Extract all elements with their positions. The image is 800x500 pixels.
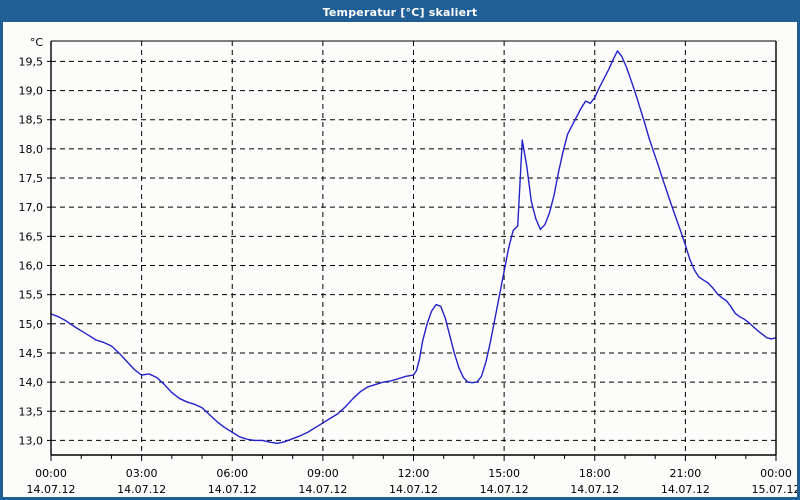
- y-axis-label: 14,0: [19, 376, 44, 389]
- window-title-bar: Temperatur [°C] skaliert: [3, 3, 797, 22]
- x-axis-time-label: 00:00: [35, 467, 67, 480]
- y-axis-label: 14,5: [19, 347, 44, 360]
- temperature-line-chart: 19,5 19,0 18,5 18,0 17,5 17,0 16,5 16,0 15,5 15,0…: [19, 36, 798, 496]
- x-axis-date-label: 14.07.12: [480, 483, 529, 496]
- x-axis-date-label: 14.07.12: [570, 483, 619, 496]
- temperature-series-line: [50, 50, 777, 445]
- y-axis-label: 16,0: [19, 259, 44, 272]
- y-axis-label: 19,0: [19, 85, 44, 98]
- chart-canvas: 19,5 19,0 18,5 18,0 17,5 17,0 16,5 16,0 15,5 15,0…: [3, 22, 797, 497]
- x-axis-date-label: 14.07.12: [208, 483, 257, 496]
- y-axis-label: 13,5: [19, 405, 44, 418]
- y-axis-unit-label: °C: [30, 36, 44, 49]
- y-axis-label: 16,5: [19, 230, 44, 243]
- y-axis-label: 18,0: [19, 143, 44, 156]
- x-axis-date-label: 14.07.12: [661, 483, 710, 496]
- y-axis-label: 18,5: [19, 114, 44, 127]
- x-axis-time-label: 03:00: [126, 467, 158, 480]
- x-axis-time-label: 12:00: [398, 467, 430, 480]
- x-axis-time-label: 18:00: [579, 467, 611, 480]
- x-axis-time-label: 09:00: [307, 467, 339, 480]
- x-axis-date-label: 14.07.12: [389, 483, 438, 496]
- y-axis-label: 17,5: [19, 172, 44, 185]
- y-axis-label: 13,0: [19, 434, 44, 447]
- y-axis-label: 17,0: [19, 201, 44, 214]
- x-axis-time-label: 00:00: [760, 467, 792, 480]
- y-axis-label: 15,0: [19, 318, 44, 331]
- x-axis-date-label: 15.07.12: [752, 483, 797, 496]
- page-title: Temperatur [°C] skaliert: [322, 6, 478, 19]
- y-axis-label: 15,5: [19, 289, 44, 302]
- x-axis-time-label: 21:00: [670, 467, 702, 480]
- x-axis-time-label: 15:00: [488, 467, 520, 480]
- y-axis-label: 19,5: [19, 55, 44, 68]
- x-axis-date-label: 14.07.12: [117, 483, 166, 496]
- x-axis-date-label: 14.07.12: [298, 483, 347, 496]
- x-axis-time-label: 06:00: [216, 467, 248, 480]
- x-axis-date-label: 14.07.12: [27, 483, 76, 496]
